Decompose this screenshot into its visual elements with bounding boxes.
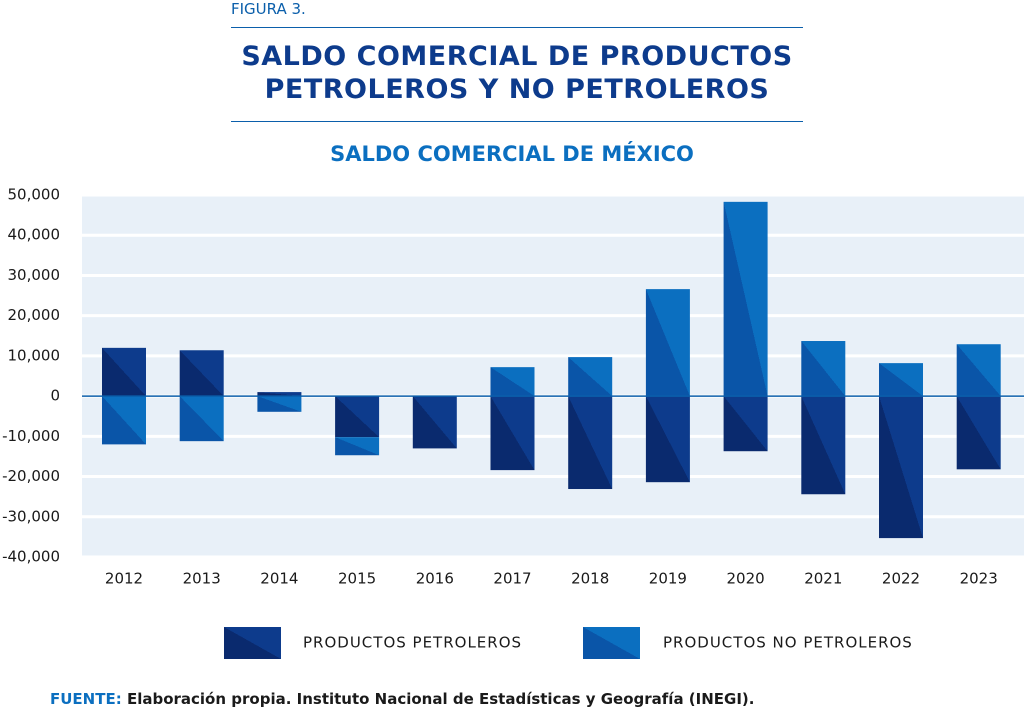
bar xyxy=(179,350,224,397)
bar xyxy=(879,396,923,539)
y-tick-label: 40,000 xyxy=(8,226,61,244)
source-label: FUENTE: xyxy=(50,690,122,708)
bar xyxy=(102,396,146,445)
legend-label: PRODUCTOS PETROLEROS xyxy=(303,634,522,652)
x-tick-label: 2017 xyxy=(493,570,531,588)
x-tick-label: 2022 xyxy=(882,570,920,588)
bar xyxy=(723,396,768,452)
source: FUENTE: Elaboración propia. Instituto Na… xyxy=(50,690,754,708)
legend-label: PRODUCTOS NO PETROLEROS xyxy=(663,634,913,652)
x-tick-label: 2019 xyxy=(649,570,687,588)
bar xyxy=(645,289,690,397)
bar xyxy=(102,347,146,397)
y-tick-label: -10,000 xyxy=(2,427,60,445)
bar xyxy=(568,396,613,490)
x-tick-label: 2012 xyxy=(105,570,143,588)
rule xyxy=(231,121,803,122)
bar xyxy=(335,396,380,438)
bar xyxy=(335,437,380,456)
x-tick-label: 2021 xyxy=(804,570,842,588)
y-tick-label: -40,000 xyxy=(2,548,60,566)
y-tick-label: -30,000 xyxy=(2,507,60,525)
y-tick-label: 20,000 xyxy=(8,306,61,324)
chart-title: SALDO COMERCIAL DE PRODUCTOS PETROLEROS … xyxy=(241,41,793,105)
bar xyxy=(956,396,1001,470)
bar xyxy=(257,396,302,412)
source-text: Elaboración propia. Instituto Nacional d… xyxy=(126,690,755,708)
figure-label: FIGURA 3. xyxy=(231,0,306,18)
bar xyxy=(956,344,1001,397)
bar xyxy=(801,396,846,495)
bar xyxy=(801,341,846,397)
y-tick-label: -20,000 xyxy=(2,467,60,485)
bar xyxy=(257,392,302,397)
x-tick-label: 2018 xyxy=(571,570,609,588)
bar xyxy=(723,201,768,397)
x-tick-label: 2013 xyxy=(183,570,221,588)
bar xyxy=(179,396,224,442)
y-tick-label: 30,000 xyxy=(8,266,61,284)
legend-swatch xyxy=(583,627,640,659)
x-tick-label: 2014 xyxy=(260,570,298,588)
y-tick-label: 10,000 xyxy=(8,346,61,364)
bar xyxy=(490,367,535,397)
chart: 50,000 40,000 30,000 20,000 10,000 0 -10,000 -2… xyxy=(2,186,1024,659)
chart-subtitle: SALDO COMERCIAL DE MÉXICO xyxy=(330,142,694,166)
plot-background xyxy=(82,195,1024,557)
y-tick-label: 50,000 xyxy=(8,186,61,204)
rule xyxy=(231,27,803,28)
x-tick-label: 2023 xyxy=(960,570,998,588)
bar xyxy=(490,396,535,471)
bar xyxy=(645,396,690,483)
x-tick-label: 2020 xyxy=(727,570,765,588)
y-tick-label: 0 xyxy=(50,387,60,405)
x-tick-label: 2016 xyxy=(416,570,454,588)
x-tick-label: 2015 xyxy=(338,570,376,588)
bar xyxy=(568,357,613,397)
bar xyxy=(879,363,923,397)
legend-swatch xyxy=(224,627,281,659)
bar xyxy=(412,396,457,449)
